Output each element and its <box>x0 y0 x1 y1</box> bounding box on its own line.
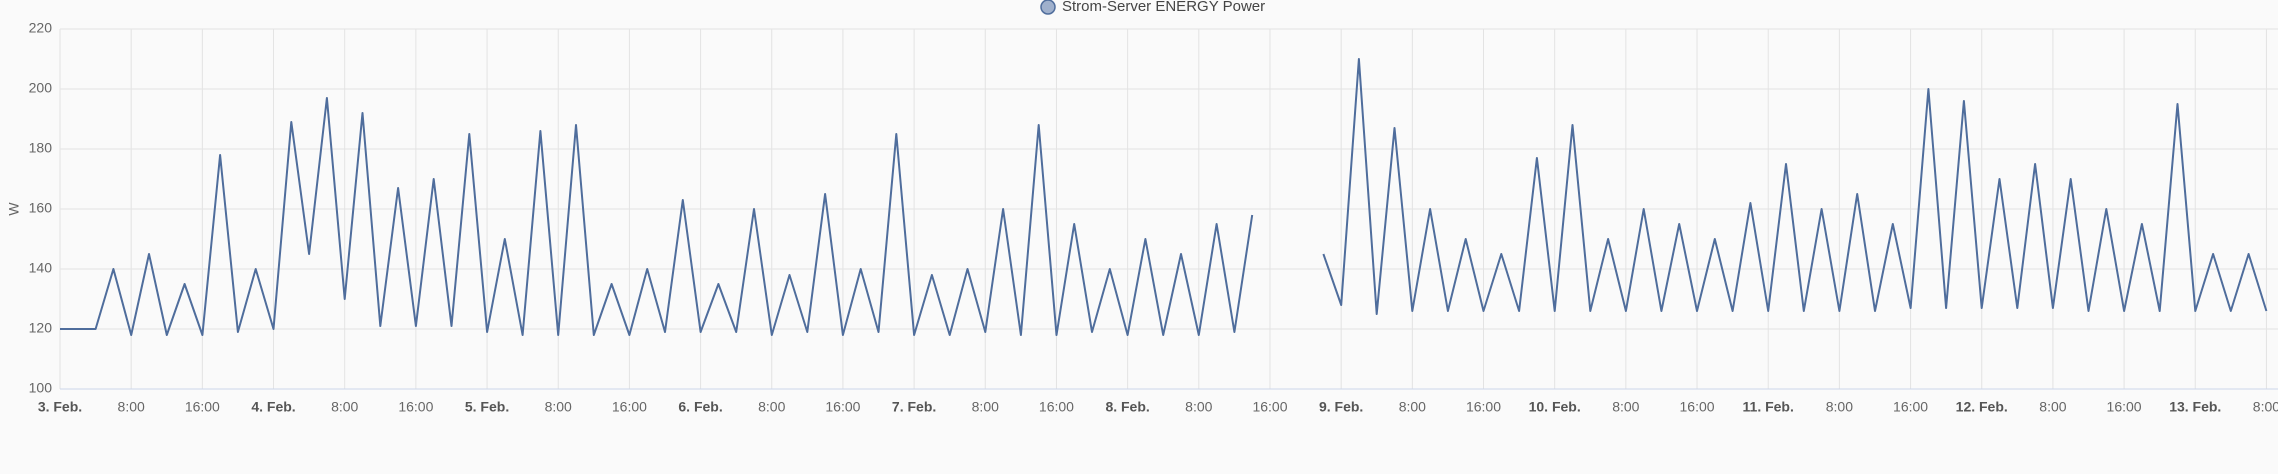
y-tick-label: 180 <box>29 140 53 156</box>
x-tick-label: 16:00 <box>1252 399 1287 415</box>
y-tick-label: 160 <box>29 200 53 216</box>
y-tick-label: 100 <box>29 380 53 396</box>
y-tick-label: 120 <box>29 320 53 336</box>
y-tick-label: 200 <box>29 80 53 96</box>
x-tick-label: 8:00 <box>972 399 999 415</box>
x-tick-label: 8:00 <box>1612 399 1639 415</box>
x-tick-label: 9. Feb. <box>1319 399 1363 415</box>
x-tick-label: 13. Feb. <box>2169 399 2221 415</box>
x-tick-label: 16:00 <box>612 399 647 415</box>
series-line <box>60 58 2268 336</box>
x-tick-label: 16:00 <box>2107 399 2142 415</box>
x-tick-label: 16:00 <box>1466 399 1501 415</box>
x-tick-label: 8:00 <box>2253 399 2278 415</box>
x-tick-label: 8:00 <box>118 399 145 415</box>
y-tick-label: 140 <box>29 260 53 276</box>
x-tick-label: 8:00 <box>1826 399 1853 415</box>
x-tick-label: 3. Feb. <box>38 399 82 415</box>
y-tick-label: 220 <box>29 20 53 36</box>
x-tick-label: 11. Feb. <box>1743 399 1794 415</box>
x-tick-label: 16:00 <box>398 399 433 415</box>
x-tick-label: 12. Feb. <box>1956 399 2008 415</box>
x-tick-label: 16:00 <box>1680 399 1715 415</box>
y-axis-label: W <box>6 202 22 216</box>
x-tick-label: 8:00 <box>545 399 572 415</box>
legend-label[interactable]: Strom-Server ENERGY Power <box>1062 0 1265 15</box>
x-tick-label: 7. Feb. <box>892 399 936 415</box>
x-tick-label: 10. Feb. <box>1529 399 1581 415</box>
x-tick-label: 5. Feb. <box>465 399 509 415</box>
x-tick-label: 6. Feb. <box>678 399 722 415</box>
x-tick-label: 16:00 <box>825 399 860 415</box>
x-tick-label: 8:00 <box>2039 399 2066 415</box>
x-tick-label: 4. Feb. <box>251 399 295 415</box>
x-tick-label: 16:00 <box>1893 399 1928 415</box>
x-tick-label: 16:00 <box>185 399 220 415</box>
x-tick-label: 8:00 <box>758 399 785 415</box>
x-tick-label: 8. Feb. <box>1105 399 1149 415</box>
x-tick-label: 8:00 <box>1399 399 1426 415</box>
legend-marker[interactable] <box>1040 0 1056 15</box>
x-tick-label: 16:00 <box>1039 399 1074 415</box>
x-tick-label: 8:00 <box>1185 399 1212 415</box>
x-tick-label: 8:00 <box>331 399 358 415</box>
